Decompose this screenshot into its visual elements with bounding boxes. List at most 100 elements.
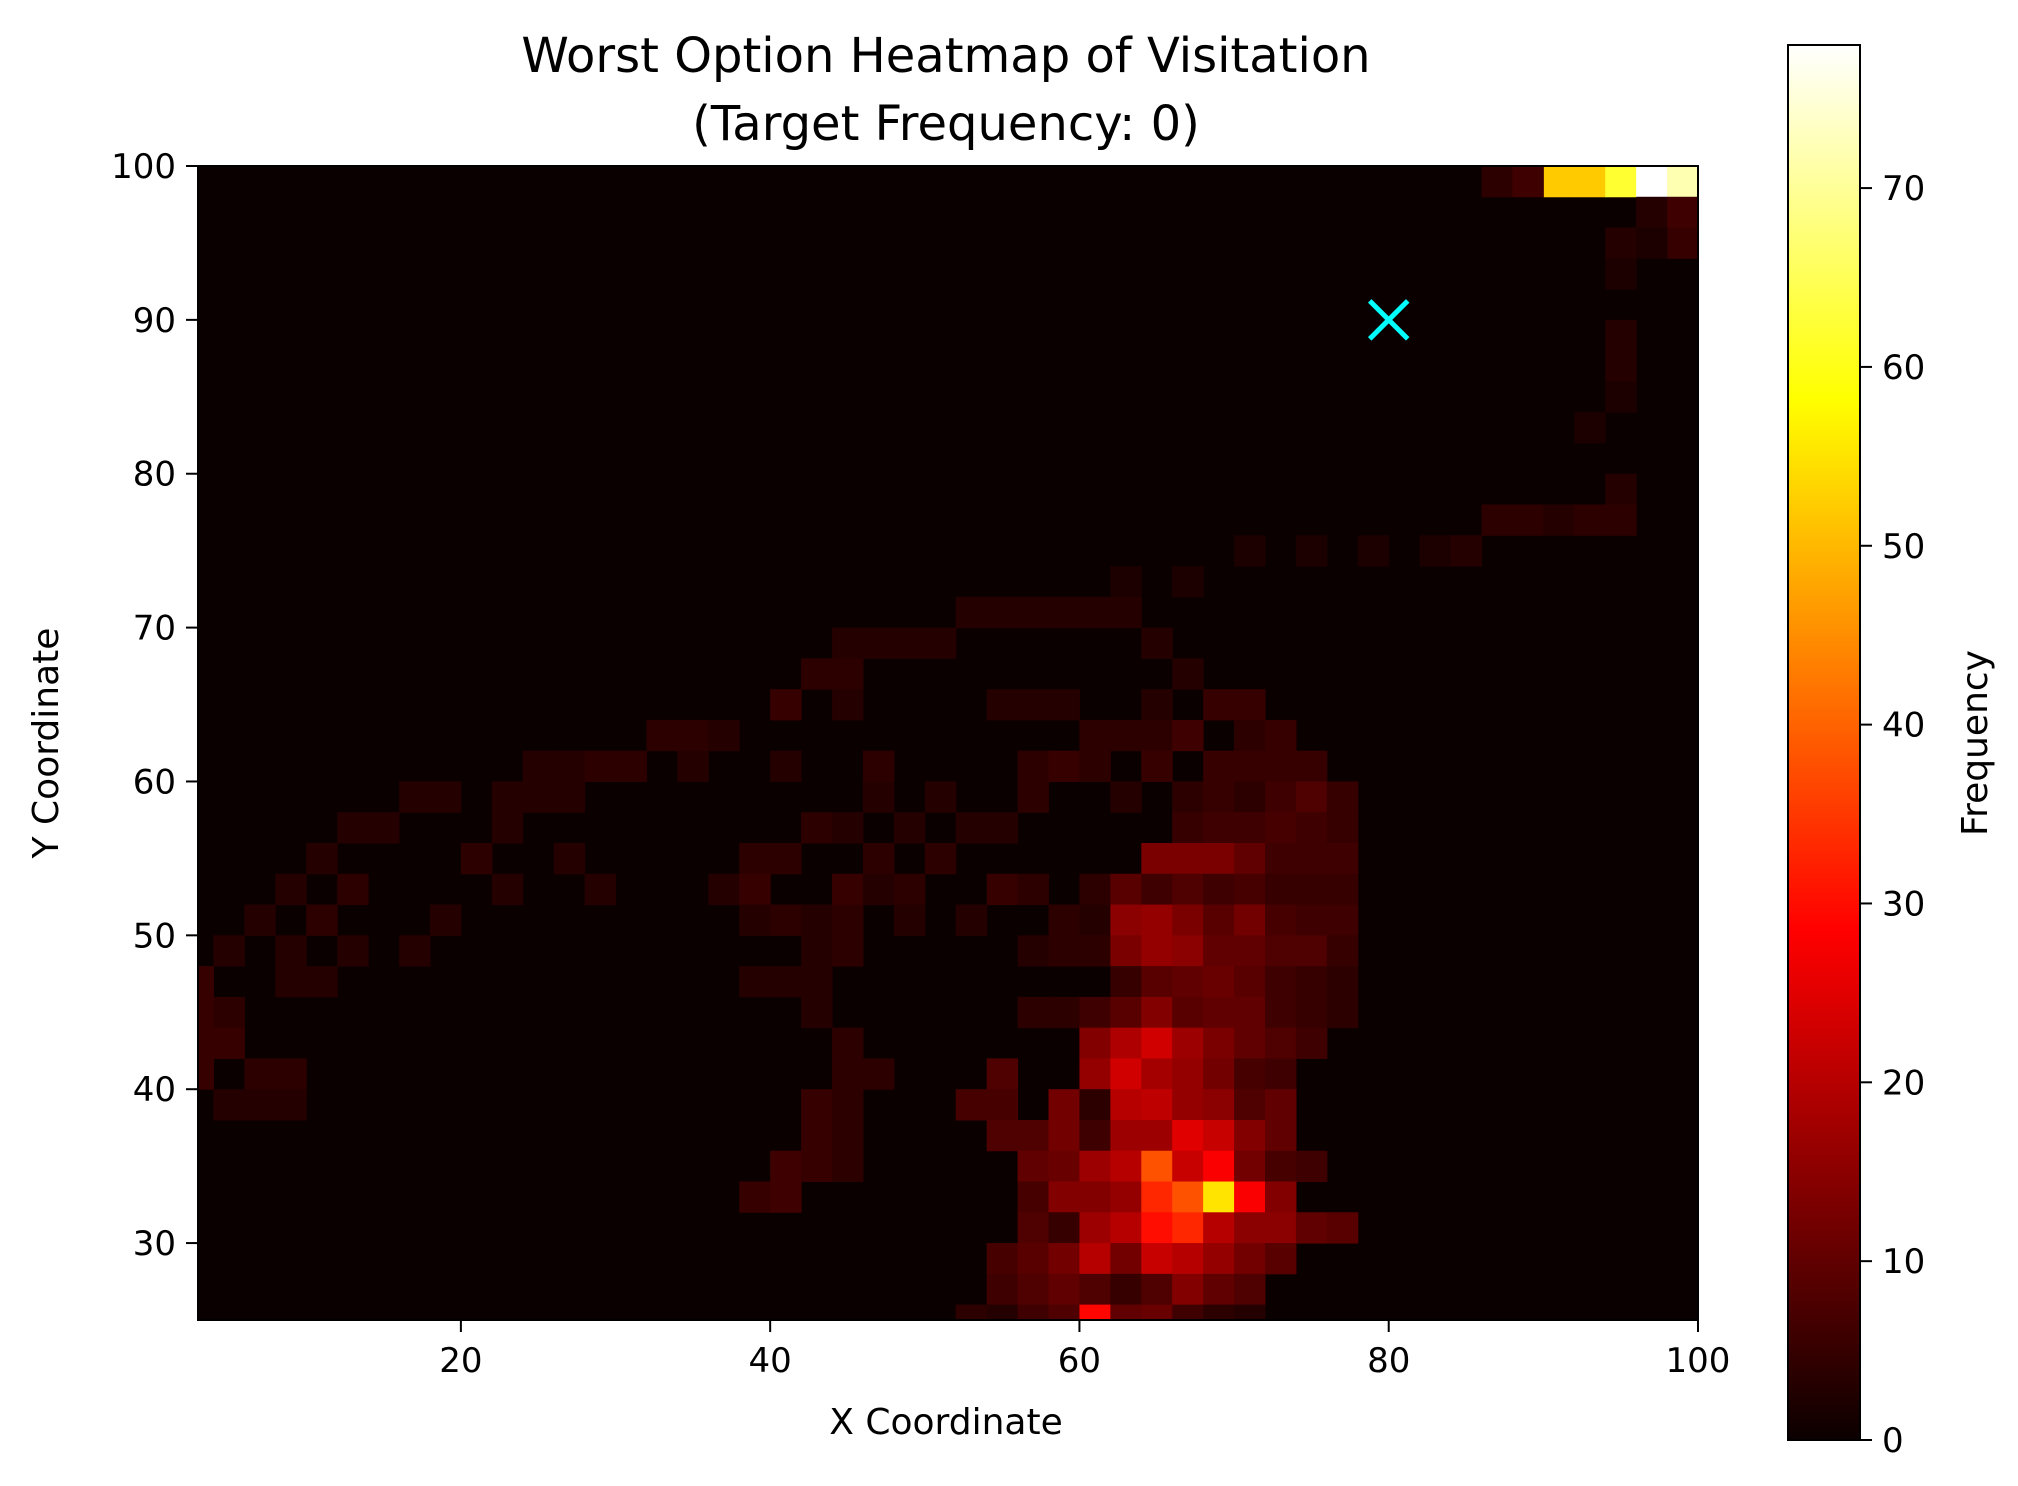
heatmap-cell bbox=[1512, 504, 1544, 536]
heatmap-cell bbox=[1234, 1119, 1266, 1152]
heatmap-cell bbox=[1048, 996, 1080, 1029]
target-marker bbox=[1367, 299, 1410, 341]
heatmap-cell bbox=[1326, 812, 1359, 844]
heatmap-cell bbox=[708, 873, 740, 906]
heatmap-cell bbox=[1141, 627, 1173, 659]
heatmap-cell bbox=[213, 935, 245, 967]
y-tick-label: 100 bbox=[111, 147, 176, 187]
heatmap-cell bbox=[770, 1150, 802, 1183]
heatmap-cell bbox=[1234, 1089, 1266, 1121]
heatmap-cell bbox=[1203, 1058, 1235, 1090]
heatmap-cell bbox=[1141, 1150, 1173, 1183]
heatmap-cell bbox=[1295, 966, 1328, 998]
heatmap-cell bbox=[1048, 1273, 1080, 1306]
heatmap-cell bbox=[522, 781, 555, 813]
heatmap-cell bbox=[1234, 873, 1266, 906]
heatmap-cell bbox=[1481, 166, 1513, 198]
heatmap-cell bbox=[1079, 1243, 1111, 1275]
heatmap-cell bbox=[1203, 966, 1235, 998]
heatmap-cell bbox=[832, 812, 864, 844]
heatmap-cell bbox=[1172, 1273, 1204, 1306]
heatmap-cell bbox=[1172, 1119, 1204, 1152]
heatmap-cell bbox=[1110, 873, 1142, 906]
heatmap-cell bbox=[1605, 504, 1637, 536]
heatmap-cell bbox=[1203, 1027, 1235, 1059]
heatmap-cell bbox=[275, 873, 307, 906]
heatmap-cell bbox=[1017, 1150, 1050, 1183]
heatmap-cell bbox=[213, 1027, 245, 1059]
heatmap-cell bbox=[1295, 781, 1328, 813]
heatmap-cell bbox=[1234, 904, 1266, 936]
heatmap-cell bbox=[213, 996, 245, 1029]
heatmap-cell bbox=[1141, 843, 1173, 875]
heatmap-cell bbox=[1295, 1027, 1328, 1059]
heatmap-cell bbox=[213, 1089, 245, 1121]
heatmap-cell bbox=[955, 904, 988, 936]
heatmap-cell bbox=[1265, 996, 1297, 1029]
heatmap-cell bbox=[1048, 689, 1080, 721]
heatmap-cell bbox=[1110, 1119, 1142, 1152]
heatmap-cell bbox=[1141, 1027, 1173, 1059]
heatmap-cell bbox=[1234, 1304, 1266, 1321]
heatmap-cell bbox=[1141, 1119, 1173, 1152]
heatmap-cell bbox=[862, 750, 895, 782]
heatmap-cell bbox=[1017, 781, 1050, 813]
heatmap-cell bbox=[553, 750, 586, 782]
heatmap-cell bbox=[1203, 812, 1235, 844]
heatmap-cell bbox=[986, 1243, 1019, 1275]
heatmap-cell bbox=[1079, 1119, 1111, 1152]
heatmap-cell bbox=[275, 935, 307, 967]
heatmap-cell bbox=[491, 781, 524, 813]
heatmap-cell bbox=[1172, 1181, 1204, 1213]
heatmap-cell bbox=[955, 1089, 988, 1121]
heatmap-cell bbox=[1326, 904, 1359, 936]
heatmap-cell bbox=[832, 1027, 864, 1059]
y-tick-label: 50 bbox=[133, 916, 176, 956]
heatmap-cell bbox=[1172, 658, 1204, 690]
x-tick-label: 20 bbox=[439, 1341, 482, 1381]
heatmap-cell bbox=[801, 812, 833, 844]
y-axis-label: Y Coordinate bbox=[26, 628, 67, 860]
heatmap-cell bbox=[306, 843, 338, 875]
heatmap-cell bbox=[615, 750, 647, 782]
heatmap-cell bbox=[832, 1058, 864, 1090]
chart-title-line-2: (Target Frequency: 0) bbox=[692, 96, 1200, 152]
heatmap-cell bbox=[1203, 1273, 1235, 1306]
heatmap-cell bbox=[306, 966, 338, 998]
heatmap-cell bbox=[1172, 1304, 1204, 1321]
heatmap-cell bbox=[1048, 750, 1080, 782]
heatmap-cell bbox=[832, 1150, 864, 1183]
heatmap-cell bbox=[1636, 227, 1668, 259]
heatmap-cell bbox=[275, 1089, 307, 1121]
heatmap-cell bbox=[801, 996, 833, 1029]
heatmap-cell bbox=[275, 1058, 307, 1090]
heatmap-cell bbox=[1265, 1212, 1297, 1244]
heatmap-cell bbox=[1172, 1150, 1204, 1183]
heatmap-cell bbox=[832, 658, 864, 690]
heatmap-cell bbox=[1265, 719, 1297, 752]
heatmap-cell bbox=[832, 1089, 864, 1121]
heatmap-cell bbox=[1605, 319, 1637, 352]
heatmap-cell bbox=[1295, 750, 1328, 782]
heatmap-cell bbox=[1017, 935, 1050, 967]
heatmap-cell bbox=[1265, 935, 1297, 967]
heatmap-cell bbox=[1265, 1027, 1297, 1059]
heatmap-cell bbox=[1110, 1243, 1142, 1275]
heatmap-cell bbox=[1079, 1058, 1111, 1090]
heatmap-cell bbox=[1048, 1304, 1080, 1321]
heatmap-cell bbox=[1141, 873, 1173, 906]
heatmap-cell bbox=[770, 1181, 802, 1213]
heatmap-cell bbox=[1017, 1212, 1050, 1244]
heatmap-cell bbox=[1234, 966, 1266, 998]
heatmap-cell bbox=[1234, 750, 1266, 782]
heatmap-cell bbox=[1265, 966, 1297, 998]
heatmap-cell bbox=[1265, 812, 1297, 844]
heatmap-cell bbox=[1605, 258, 1637, 290]
heatmap-cell bbox=[244, 904, 276, 936]
heatmap-cell bbox=[1110, 966, 1142, 998]
heatmap-cell bbox=[801, 1089, 833, 1121]
heatmap-cell bbox=[1605, 350, 1637, 382]
heatmap-cell bbox=[1141, 1273, 1173, 1306]
heatmap-cell bbox=[399, 935, 431, 967]
heatmap-cells bbox=[198, 166, 1699, 1321]
